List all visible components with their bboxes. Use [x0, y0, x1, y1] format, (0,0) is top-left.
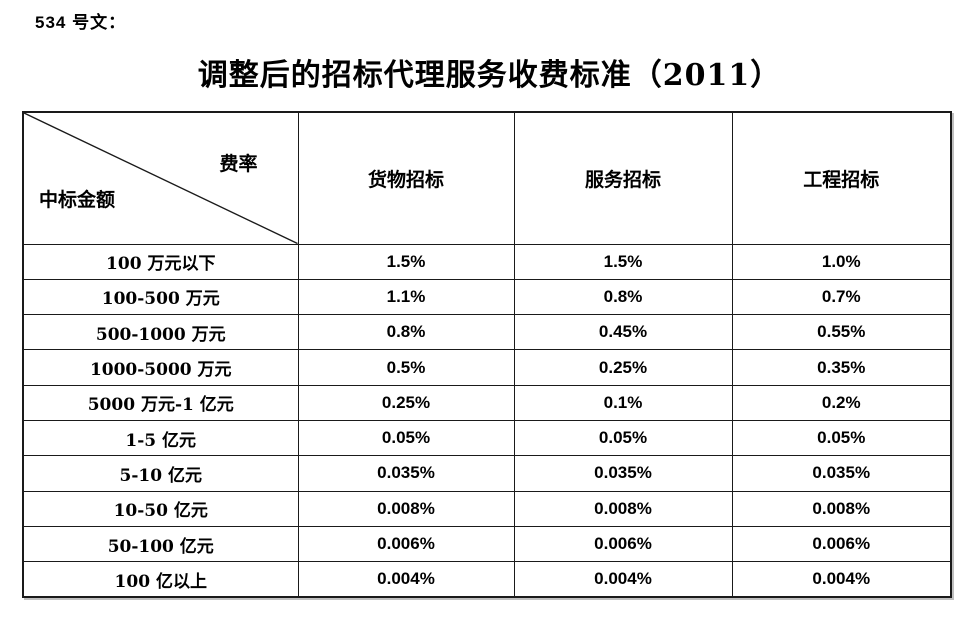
- table-cell: 0.004%: [513, 561, 733, 598]
- table-cell: 0.7%: [731, 278, 952, 316]
- table-cell: 1.5%: [513, 243, 733, 280]
- table-row: 5000 万元-1 亿元 0.25% 0.1% 0.2%: [22, 384, 952, 421]
- table-cell: 0.8%: [297, 314, 515, 351]
- row-label: 5-10 亿元: [22, 455, 299, 492]
- column-header-service: 服务招标: [513, 111, 733, 245]
- table-cell: 0.006%: [513, 525, 733, 563]
- row-label: 10-50 亿元: [22, 490, 299, 527]
- doc-number-label: 534 号文：: [35, 13, 127, 32]
- table-row: 100 万元以下 1.5% 1.5% 1.0%: [22, 243, 952, 280]
- diagonal-divider-line: [24, 113, 298, 244]
- table-cell: 0.05%: [731, 419, 952, 457]
- row-label: 100 亿以上: [22, 561, 299, 598]
- table-cell: 1.5%: [297, 243, 515, 280]
- table-cell: 0.8%: [513, 278, 733, 316]
- table-cell: 0.25%: [297, 384, 515, 421]
- row-label: 5000 万元-1 亿元: [22, 384, 299, 421]
- table-row: 100-500 万元 1.1% 0.8% 0.7%: [22, 278, 952, 316]
- row-label: 100 万元以下: [22, 243, 299, 280]
- row-label: 500-1000 万元: [22, 314, 299, 351]
- column-header-goods: 货物招标: [297, 111, 515, 245]
- table-cell: 0.035%: [513, 455, 733, 492]
- table-cell: 0.2%: [731, 384, 952, 421]
- table-cell: 1.1%: [297, 278, 515, 316]
- table-row: 100 亿以上 0.004% 0.004% 0.004%: [22, 561, 952, 598]
- table-cell: 0.25%: [513, 349, 733, 386]
- row-label: 1-5 亿元: [22, 419, 299, 457]
- table-cell: 0.5%: [297, 349, 515, 386]
- table-row: 500-1000 万元 0.8% 0.45% 0.55%: [22, 314, 952, 351]
- table-row: 10-50 亿元 0.008% 0.008% 0.008%: [22, 490, 952, 527]
- corner-label-bid-amount: 中标金额: [39, 188, 116, 211]
- row-label: 1000-5000 万元: [22, 349, 299, 386]
- diagonal-corner-cell: 费率 中标金额: [22, 111, 299, 245]
- table-cell: 0.008%: [731, 490, 952, 527]
- row-label: 50-100 亿元: [22, 525, 299, 563]
- table-row: 1000-5000 万元 0.5% 0.25% 0.35%: [22, 349, 952, 386]
- column-header-engineering: 工程招标: [731, 111, 952, 245]
- row-label: 100-500 万元: [22, 278, 299, 316]
- table-cell: 0.1%: [513, 384, 733, 421]
- table-cell: 0.45%: [513, 314, 733, 351]
- fee-rate-table: 费率 中标金额 货物招标 服务招标 工程招标 100 万元以下 1.5% 1.5…: [22, 111, 952, 598]
- table-cell: 0.55%: [731, 314, 952, 351]
- table-cell: 0.004%: [297, 561, 515, 598]
- table-cell: 0.006%: [297, 525, 515, 563]
- table-cell: 0.05%: [297, 419, 515, 457]
- page-title: 调整后的招标代理服务收费标准（2011）: [197, 58, 782, 93]
- table-cell: 0.05%: [513, 419, 733, 457]
- table-cell: 0.008%: [297, 490, 515, 527]
- table-row: 1-5 亿元 0.05% 0.05% 0.05%: [22, 419, 952, 457]
- table-cell: 0.035%: [297, 455, 515, 492]
- corner-label-fee-rate: 费率: [219, 153, 258, 175]
- table-cell: 1.0%: [731, 243, 952, 280]
- table-row: 5-10 亿元 0.035% 0.035% 0.035%: [22, 455, 952, 492]
- table-header-row: 费率 中标金额 货物招标 服务招标 工程招标: [22, 111, 952, 245]
- table-row: 50-100 亿元 0.006% 0.006% 0.006%: [22, 525, 952, 563]
- table-cell: 0.006%: [731, 525, 952, 563]
- table-cell: 0.008%: [513, 490, 733, 527]
- table-cell: 0.35%: [731, 349, 952, 386]
- table-cell: 0.035%: [731, 455, 952, 492]
- table-cell: 0.004%: [731, 561, 952, 598]
